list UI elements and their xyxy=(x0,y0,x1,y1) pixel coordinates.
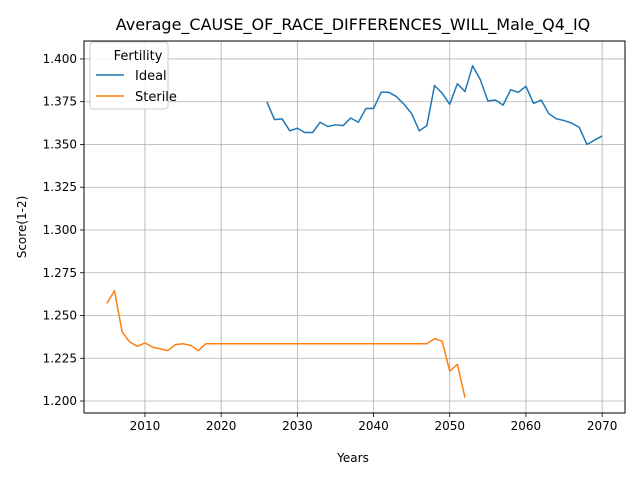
y-tick-label: 1.225 xyxy=(43,351,77,365)
legend-label-sterile: Sterile xyxy=(135,90,177,105)
y-tick-label: 1.400 xyxy=(43,52,77,66)
y-tick-label: 1.375 xyxy=(43,95,77,109)
y-tick-label: 1.325 xyxy=(43,180,77,194)
legend: Fertility Ideal Sterile xyxy=(89,41,177,110)
grid xyxy=(84,41,625,413)
y-tick-label: 1.250 xyxy=(43,309,77,323)
x-tick-label: 2020 xyxy=(206,419,237,433)
x-tick-label: 2010 xyxy=(130,419,161,433)
axis-ticks: 2010 2020 2030 2040 2050 2060 2070 1.200 1.225 1.… xyxy=(43,52,618,433)
y-tick-label: 1.300 xyxy=(43,223,77,237)
y-axis-label: Score(1-2) xyxy=(15,196,29,259)
y-tick-label: 1.275 xyxy=(43,266,77,280)
y-tick-label: 1.350 xyxy=(43,137,77,151)
y-tick-label: 1.200 xyxy=(43,394,77,408)
plot-area-frame xyxy=(83,40,626,414)
x-tick-label: 2050 xyxy=(434,419,465,433)
x-tick-label: 2060 xyxy=(511,419,542,433)
legend-frame xyxy=(89,41,169,110)
series-lines xyxy=(106,65,603,398)
legend-title: Fertility xyxy=(114,49,163,64)
series-line-ideal xyxy=(266,65,603,146)
x-axis-label: Years xyxy=(336,451,369,465)
x-tick-label: 2040 xyxy=(358,419,389,433)
series-line-sterile xyxy=(106,289,466,398)
chart-title: Average_CAUSE_OF_RACE_DIFFERENCES_WILL_M… xyxy=(116,15,591,35)
x-tick-label: 2070 xyxy=(587,419,618,433)
legend-label-ideal: Ideal xyxy=(135,69,167,84)
x-tick-label: 2030 xyxy=(282,419,313,433)
